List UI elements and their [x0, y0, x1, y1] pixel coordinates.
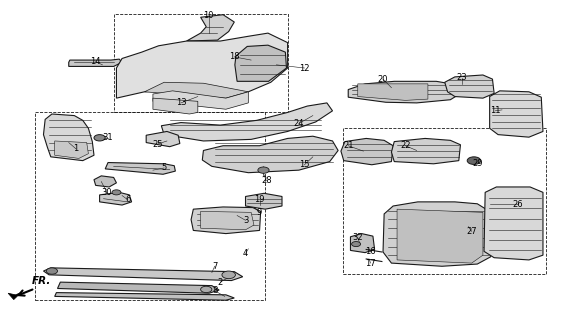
- Polygon shape: [161, 103, 333, 141]
- Text: 14: 14: [90, 57, 101, 66]
- Polygon shape: [383, 202, 491, 266]
- Polygon shape: [245, 193, 282, 209]
- Polygon shape: [100, 192, 131, 205]
- Polygon shape: [43, 268, 243, 281]
- Text: 8: 8: [212, 286, 217, 295]
- Polygon shape: [348, 81, 461, 103]
- Polygon shape: [144, 82, 248, 98]
- Polygon shape: [490, 91, 543, 137]
- Text: 23: 23: [456, 73, 467, 82]
- Polygon shape: [350, 234, 374, 252]
- Polygon shape: [235, 45, 287, 81]
- Polygon shape: [358, 84, 428, 100]
- Circle shape: [94, 135, 105, 141]
- Text: 28: 28: [261, 176, 272, 185]
- Text: 30: 30: [102, 188, 112, 197]
- Text: 6: 6: [125, 195, 130, 204]
- Circle shape: [222, 271, 235, 279]
- Text: 26: 26: [513, 200, 523, 209]
- Polygon shape: [69, 59, 122, 67]
- Circle shape: [467, 157, 481, 164]
- Polygon shape: [187, 15, 234, 41]
- Text: 13: 13: [175, 99, 186, 108]
- Polygon shape: [8, 292, 21, 300]
- Text: 24: 24: [294, 119, 304, 128]
- Circle shape: [201, 286, 212, 292]
- Text: 5: 5: [161, 164, 167, 172]
- Polygon shape: [55, 292, 234, 300]
- Text: 10: 10: [202, 11, 213, 20]
- Text: 17: 17: [365, 259, 376, 268]
- Polygon shape: [105, 163, 175, 174]
- Circle shape: [46, 268, 58, 274]
- Polygon shape: [153, 98, 198, 114]
- Polygon shape: [116, 33, 288, 98]
- Text: 18: 18: [229, 52, 240, 61]
- Text: 16: 16: [365, 247, 376, 257]
- Polygon shape: [202, 136, 338, 173]
- Circle shape: [112, 190, 121, 195]
- Polygon shape: [445, 75, 494, 98]
- Polygon shape: [43, 114, 94, 161]
- Text: 3: 3: [243, 216, 248, 225]
- Text: 12: 12: [299, 63, 310, 73]
- Text: 32: 32: [352, 233, 363, 242]
- Text: FR.: FR.: [32, 276, 52, 286]
- Polygon shape: [153, 91, 248, 109]
- Polygon shape: [341, 139, 393, 165]
- Polygon shape: [146, 132, 180, 147]
- Polygon shape: [191, 207, 261, 234]
- Text: 31: 31: [103, 133, 113, 142]
- Polygon shape: [58, 282, 219, 293]
- Polygon shape: [94, 176, 116, 187]
- Polygon shape: [484, 187, 543, 260]
- Circle shape: [258, 167, 269, 173]
- Text: 7: 7: [212, 262, 217, 271]
- Text: 29: 29: [472, 159, 483, 168]
- Text: 2: 2: [218, 278, 223, 287]
- Text: 11: 11: [490, 106, 500, 115]
- Text: 4: 4: [243, 249, 248, 258]
- Text: 9: 9: [257, 208, 262, 217]
- Polygon shape: [391, 139, 460, 164]
- Polygon shape: [201, 212, 254, 230]
- Text: 22: 22: [400, 141, 411, 150]
- Text: 15: 15: [299, 160, 310, 169]
- Circle shape: [351, 242, 360, 247]
- Text: 1: 1: [73, 144, 78, 153]
- Polygon shape: [55, 141, 89, 158]
- Text: 21: 21: [343, 141, 354, 150]
- Text: 27: 27: [466, 227, 477, 236]
- Text: 19: 19: [254, 195, 265, 204]
- Text: 25: 25: [152, 140, 162, 148]
- Polygon shape: [397, 209, 483, 263]
- Text: 20: 20: [378, 75, 388, 84]
